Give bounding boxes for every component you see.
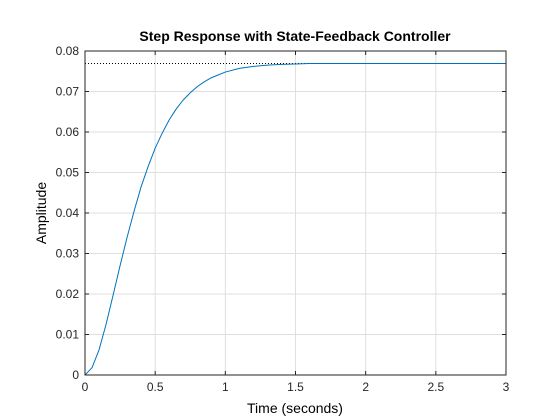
grid-lines	[85, 51, 506, 375]
y-tick-label: 0	[72, 368, 79, 382]
chart-title: Step Response with State-Feedback Contro…	[139, 28, 451, 44]
y-tick-label: 0.05	[56, 166, 80, 180]
y-tick-label: 0.07	[56, 85, 80, 99]
x-tick-label: 2.5	[427, 380, 444, 394]
x-tick-label: 3	[503, 380, 510, 394]
y-ticks: 0 0.01 0.02 0.03 0.04 0.05 0.06 0.07 0.08	[56, 44, 506, 382]
x-tick-label: 0.5	[147, 380, 164, 394]
y-tick-label: 0.08	[56, 44, 80, 58]
x-ticks: 0 0.5 1 1.5 2 2.5 3	[82, 51, 510, 394]
x-tick-label: 0	[82, 380, 89, 394]
x-tick-label: 2	[362, 380, 369, 394]
y-tick-label: 0.01	[56, 328, 80, 342]
y-axis-label: Amplitude	[33, 182, 49, 244]
x-axis-label: Time (seconds)	[247, 400, 343, 416]
series-group	[84, 63, 506, 376]
series-line	[84, 63, 506, 376]
y-tick-label: 0.04	[56, 206, 80, 220]
x-tick-label: 1.5	[287, 380, 304, 394]
x-tick-label: 1	[222, 380, 229, 394]
y-tick-label: 0.06	[56, 125, 80, 139]
y-tick-label: 0.03	[56, 247, 80, 261]
y-tick-label: 0.02	[56, 287, 80, 301]
